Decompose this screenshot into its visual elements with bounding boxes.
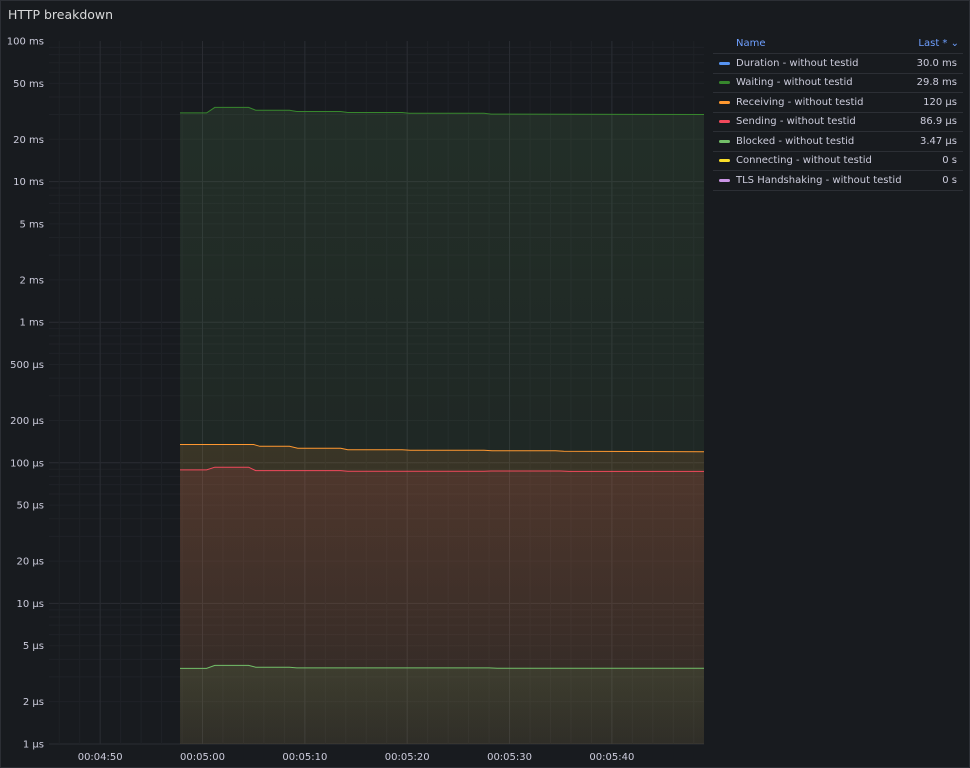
legend-item[interactable]: Sending - without testid 86.9 µs (713, 113, 963, 132)
legend-item-last: 0 s (942, 155, 957, 167)
x-tick-label: 00:04:50 (78, 752, 123, 763)
series-line[interactable] (180, 444, 705, 453)
series-line[interactable] (180, 466, 704, 472)
series-line[interactable] (180, 106, 705, 115)
legend-item-name: TLS Handshaking - without testid (736, 174, 902, 186)
legend-swatch (719, 159, 730, 163)
legend-item-name: Waiting - without testid (736, 77, 853, 89)
y-tick-label: 200 µs (10, 416, 44, 427)
legend-swatch (719, 61, 730, 65)
legend-swatch (719, 139, 730, 143)
legend-swatch (719, 178, 730, 182)
legend-item-name: Blocked - without testid (736, 135, 855, 147)
legend-item-last: 0 s (942, 174, 957, 186)
legend-item[interactable]: Connecting - without testid 0 s (713, 152, 963, 171)
y-tick-label: 5 ms (20, 219, 45, 230)
legend-item-name: Duration - without testid (736, 57, 859, 69)
series-line[interactable] (180, 664, 704, 669)
x-tick-label: 00:05:10 (282, 752, 327, 763)
y-axis: 100 ms 50 ms 20 ms 10 ms 5 ms 2 ms 1 ms 500 µs 2… (7, 37, 44, 751)
x-axis: 00:04:50 00:05:00 00:05:10 00:05:20 00:05:30… (78, 752, 635, 763)
x-tick-label: 00:05:40 (589, 752, 634, 763)
x-tick-label: 00:05:20 (385, 752, 430, 763)
legend-item-name: Sending - without testid (736, 116, 856, 128)
legend-item[interactable]: Duration - without testid 30.0 ms (713, 54, 963, 74)
legend-item-last: 86.9 µs (919, 116, 957, 128)
y-tick-label: 500 µs (10, 360, 44, 371)
series-lines (180, 106, 705, 669)
legend-item-last: 3.47 µs (919, 135, 957, 147)
legend-rows: Duration - without testid 30.0 ms Waiting … (713, 54, 963, 191)
y-tick-label: 20 µs (17, 557, 44, 568)
legend-swatch (719, 81, 730, 85)
y-tick-label: 50 ms (13, 79, 44, 90)
legend-item[interactable]: Blocked - without testid 3.47 µs (713, 132, 963, 152)
legend-header-last[interactable]: Last * ⌄ (918, 38, 963, 49)
panel-title[interactable]: HTTP breakdown (8, 7, 114, 22)
legend-item[interactable]: Waiting - without testid 29.8 ms (713, 74, 963, 93)
x-tick-label: 00:05:00 (180, 752, 225, 763)
series-fills (180, 107, 704, 744)
legend-header-name[interactable]: Name (736, 37, 766, 49)
y-tick-label: 1 µs (23, 740, 44, 751)
y-tick-label: 100 µs (10, 458, 44, 469)
chevron-down-icon: ⌄ (950, 37, 959, 49)
legend-swatch (719, 120, 730, 124)
legend-item-last: 29.8 ms (916, 77, 957, 89)
legend-swatch (719, 100, 730, 104)
y-tick-label: 5 µs (23, 641, 44, 652)
legend-item[interactable]: TLS Handshaking - without testid 0 s (713, 171, 963, 191)
legend-table: Name Last * ⌄ Duration - without testid 3… (713, 33, 963, 191)
y-tick-label: 20 ms (13, 135, 44, 146)
x-tick-label: 00:05:30 (487, 752, 532, 763)
series-fill (180, 665, 704, 744)
legend-item-last: 30.0 ms (916, 57, 957, 69)
y-tick-label: 100 ms (7, 37, 44, 48)
legend-item-last: 120 µs (923, 96, 957, 108)
y-tick-label: 2 µs (23, 697, 44, 708)
legend-item-name: Connecting - without testid (736, 155, 872, 167)
legend-item[interactable]: Receiving - without testid 120 µs (713, 93, 963, 113)
y-tick-label: 1 ms (20, 318, 45, 329)
y-tick-label: 10 µs (17, 599, 44, 610)
legend-header-last-label: Last * (918, 37, 948, 49)
y-tick-label: 10 ms (13, 177, 44, 188)
legend-item-name: Receiving - without testid (736, 96, 864, 108)
y-tick-label: 2 ms (20, 275, 45, 286)
legend-header: Name Last * ⌄ (713, 33, 963, 54)
y-tick-label: 50 µs (17, 501, 44, 512)
